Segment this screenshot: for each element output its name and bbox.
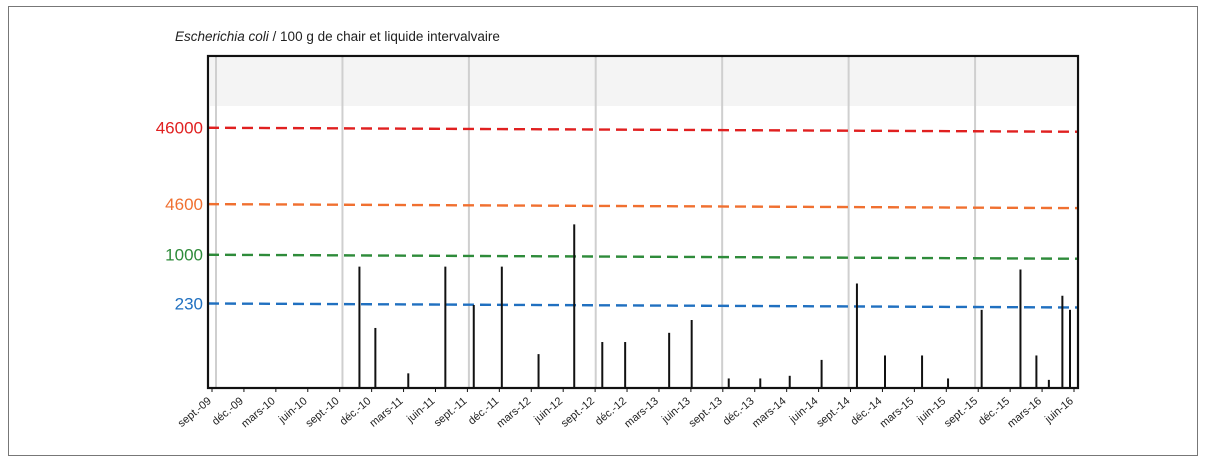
threshold-label: 4600 [165, 195, 203, 214]
x-tick-label: juin-16 [1042, 395, 1076, 426]
threshold-label: 46000 [156, 119, 203, 138]
x-tick-label: mars-12 [495, 395, 534, 430]
threshold-line [207, 253, 1079, 260]
threshold-line [207, 302, 1079, 309]
chart-title-species: Escherichia coli [175, 29, 269, 44]
chart-title-unit: / 100 g de chair et liquide intervalvair… [268, 29, 500, 44]
plot-frame [206, 54, 1080, 390]
x-tick-label: sept.-13 [687, 395, 725, 430]
x-tick-label: sept.-12 [559, 395, 597, 430]
x-tick-label: sept.-14 [814, 395, 852, 430]
x-tick-label: sept.-15 [942, 395, 980, 430]
x-tick-label: mars-11 [367, 395, 405, 430]
x-tick-label: sept.-09 [176, 395, 214, 430]
x-tick-label: mars-16 [1005, 395, 1044, 430]
threshold-line [207, 202, 1079, 210]
chart-title: Escherichia coli / 100 g de chair et liq… [175, 29, 500, 44]
threshold-label: 230 [175, 294, 203, 313]
figure-frame [8, 6, 1198, 456]
x-tick-label: mars-15 [878, 395, 917, 430]
x-tick-label: mars-14 [750, 395, 789, 430]
x-tick-label: déc.-10 [338, 395, 374, 428]
x-tick-label: sept.-10 [303, 395, 341, 430]
threshold-label: 1000 [165, 246, 203, 265]
plot-top-shading [210, 58, 1076, 106]
x-tick-label: mars-10 [239, 395, 278, 430]
x-tick-label: mars-13 [622, 395, 661, 430]
x-tick-label: sept.-11 [432, 395, 470, 429]
threshold-line [207, 126, 1079, 133]
